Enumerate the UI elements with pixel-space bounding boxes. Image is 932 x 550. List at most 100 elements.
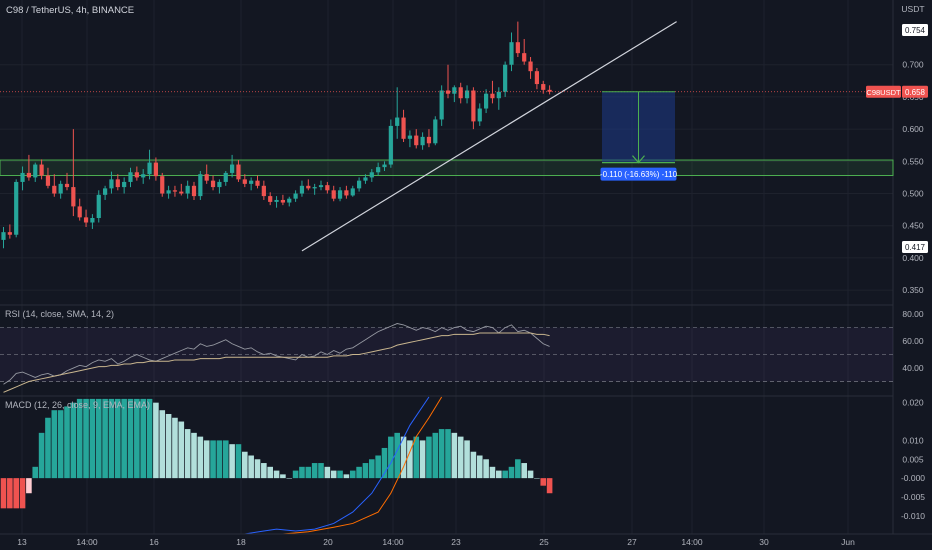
trendline[interactable]: [301, 21, 677, 252]
macd-tick-label: -0.005: [901, 492, 925, 502]
candle-body: [363, 177, 368, 181]
candle-body: [420, 136, 425, 146]
candle-body: [306, 185, 311, 189]
candle-body: [33, 164, 38, 178]
price-tick-label: 0.600: [902, 124, 924, 134]
macd-histogram-bar: [286, 478, 293, 479]
price-tick-label: 0.700: [902, 60, 924, 70]
candle-body: [477, 108, 482, 122]
macd-histogram-bar: [242, 451, 248, 479]
time-tick-label: 20: [323, 537, 333, 547]
macd-histogram-bar: [299, 466, 305, 479]
candle-body: [141, 174, 146, 178]
candle-body: [312, 187, 317, 189]
macd-histogram-bar: [432, 432, 439, 479]
macd-histogram-bar: [388, 436, 394, 479]
candle-body: [318, 185, 324, 188]
time-axis[interactable]: 13 14:00 16 18 20 14:00 23 25 27 14:00 30 Jun: [0, 533, 932, 547]
candle-body: [426, 136, 432, 144]
rsi-sma-line: [3, 332, 550, 393]
candle-body: [464, 90, 470, 99]
macd-histogram-bar: [426, 436, 432, 479]
candle-body: [407, 135, 412, 139]
macd-histogram-bar: [64, 406, 70, 479]
candle-body: [287, 198, 292, 203]
candle-body: [369, 172, 374, 178]
candle-body: [1, 232, 6, 240]
macd-histogram-bar: [369, 459, 375, 479]
macd-histogram-bar: [546, 478, 553, 494]
macd-histogram-bar: [197, 436, 204, 479]
candle-body: [52, 185, 57, 194]
macd-histogram-bar: [280, 474, 286, 479]
macd-histogram-bar: [540, 478, 547, 486]
candle-body: [337, 190, 343, 199]
macd-tick-label: 0.010: [902, 435, 924, 445]
candle-body: [153, 162, 158, 177]
projection-arrow-head: [632, 155, 645, 164]
macd-histogram-bar: [19, 478, 26, 509]
rsi-label: RSI (14, close, SMA, 14, 2): [5, 309, 114, 319]
macd-panel: [0, 396, 553, 535]
macd-histogram-bar: [153, 402, 159, 479]
price-projection[interactable]: -0.110 (-16.63%) -110: [600, 91, 678, 181]
rsi-line: [3, 323, 550, 385]
candle-body: [172, 190, 178, 192]
price-axis[interactable]: USDT0.7000.6500.6000.5500.5000.4500.4000…: [866, 4, 928, 521]
macd-line: [244, 396, 430, 535]
candle-body: [280, 199, 285, 203]
last-price-badge-bg: [902, 85, 928, 98]
candle-body: [325, 185, 330, 191]
candle-body: [382, 164, 387, 168]
candle-body: [452, 87, 457, 94]
macd-histogram-bar: [7, 478, 13, 509]
candles: [1, 21, 552, 249]
macd-histogram-bar: [362, 463, 369, 479]
candle-body: [357, 180, 362, 189]
macd-histogram-bar: [457, 436, 464, 479]
macd-histogram-bar: [134, 398, 140, 479]
macd-histogram-bar: [172, 417, 178, 479]
time-tick-label: 14:00: [76, 537, 98, 547]
macd-histogram-bar: [76, 398, 83, 479]
macd-histogram-bar: [222, 440, 229, 479]
macd-tick-label: -0.000: [901, 473, 925, 483]
macd-histogram-bar: [527, 470, 534, 479]
candle-body: [547, 89, 552, 92]
projection-label-bg: [600, 167, 677, 181]
time-tick-label: 13: [17, 537, 27, 547]
price-axis-unit: USDT: [901, 4, 924, 14]
candle-body: [484, 93, 489, 109]
macd-histogram-bar: [127, 398, 134, 479]
candle-body: [14, 181, 19, 235]
candle-body: [509, 42, 514, 65]
macd-histogram-bar: [210, 440, 216, 479]
macd-histogram-bar: [489, 466, 496, 479]
candle-body: [71, 187, 76, 207]
macd-histogram-bar: [165, 413, 172, 479]
macd-label: MACD (12, 26, close, 9, EMA, EMA): [5, 400, 150, 410]
macd-histogram-bar: [476, 455, 483, 479]
time-tick-label: 30: [759, 537, 769, 547]
last-price-badge: 0.658: [905, 88, 926, 97]
candle-body: [58, 183, 63, 194]
candle-body: [433, 119, 438, 144]
candle-body: [191, 185, 197, 197]
macd-histogram-bar: [375, 455, 381, 479]
candle-body: [217, 181, 222, 188]
candle-body: [115, 179, 120, 188]
macd-histogram-bar: [330, 470, 337, 479]
macd-histogram-bar: [184, 429, 191, 479]
macd-histogram-bar: [337, 470, 343, 479]
macd-tick-label: 0.020: [902, 398, 924, 408]
macd-histogram-bar: [318, 463, 324, 479]
candle-body: [223, 172, 228, 182]
macd-histogram-bar: [57, 410, 64, 479]
macd-histogram-bar: [108, 398, 115, 479]
price-tick-label: 0.450: [902, 221, 924, 231]
candle-body: [439, 90, 444, 120]
macd-histogram-bar: [273, 470, 280, 479]
candle-body: [7, 232, 12, 235]
macd-histogram-bar: [413, 436, 420, 479]
